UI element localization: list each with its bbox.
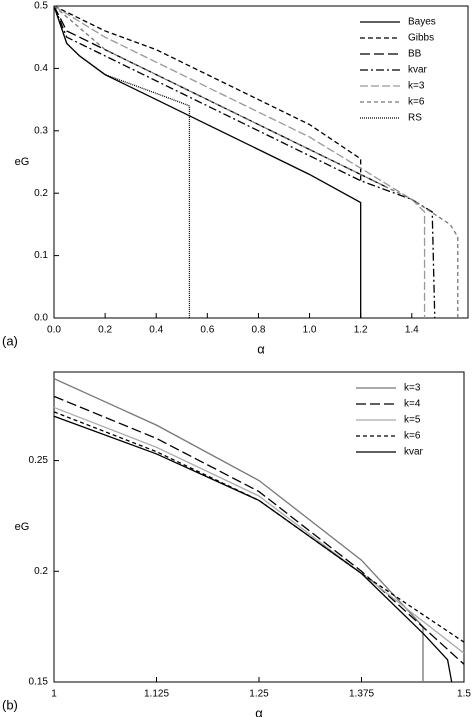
y-tick-label: 0.3	[34, 125, 48, 136]
y-tick-label: 0.1	[34, 250, 48, 261]
line	[53, 5, 191, 318]
legend-label: BB	[408, 49, 422, 60]
legend-label: kvar	[404, 447, 424, 458]
legend-box	[352, 378, 458, 466]
line	[53, 415, 453, 683]
x-tick-label: 1.4	[405, 325, 419, 336]
legend-label: RS	[408, 113, 422, 124]
line	[53, 378, 424, 682]
legend-label: k=5	[404, 415, 421, 426]
legend-label: k=3	[404, 383, 421, 394]
x-tick-label: 1.125	[144, 689, 169, 700]
line	[53, 406, 465, 654]
x-tick-label: 0.6	[200, 325, 214, 336]
line	[53, 411, 465, 643]
x-tick-label: 1.5	[457, 689, 471, 700]
x-tick-label: 1.0	[303, 325, 317, 336]
x-tick-label: 0.0	[47, 325, 61, 336]
line	[53, 5, 426, 318]
legend-label: k=6	[408, 97, 425, 108]
y-tick-label: 0.2	[34, 188, 48, 199]
x-axis-label: α	[255, 705, 263, 717]
line	[53, 5, 459, 318]
x-tick-label: 1.375	[349, 689, 374, 700]
y-tick-label: 0.25	[29, 455, 49, 466]
y-tick-label: 0.4	[34, 63, 48, 74]
panel-label: (a)	[2, 333, 18, 348]
panel-label: (b)	[2, 697, 18, 712]
legend-label: k=6	[404, 431, 421, 442]
x-tick-label: 1.2	[354, 325, 368, 336]
y-tick-label: 0.0	[34, 313, 48, 324]
x-axis-label: α	[257, 341, 265, 356]
y-axis-label: eG	[15, 156, 30, 168]
x-tick-label: 1	[51, 689, 57, 700]
x-tick-label: 0.8	[251, 325, 265, 336]
x-tick-label: 0.2	[98, 325, 112, 336]
x-tick-label: 1.25	[249, 689, 269, 700]
y-axis-label: eG	[15, 521, 30, 533]
legend-label: Gibbs	[408, 33, 434, 44]
y-tick-label: 0.2	[34, 566, 48, 577]
y-tick-label: 0.5	[34, 1, 48, 12]
legend-label: Bayes	[408, 17, 436, 28]
legend-label: k=4	[404, 399, 421, 410]
line	[53, 5, 362, 181]
x-tick-label: 0.4	[149, 325, 163, 336]
line	[53, 5, 387, 188]
legend-label: kvar	[408, 65, 428, 76]
y-tick-label: 0.15	[29, 677, 49, 688]
legend-label: k=3	[408, 81, 425, 92]
legend-box	[356, 12, 462, 132]
line	[53, 395, 465, 665]
plot-frame	[53, 5, 469, 319]
